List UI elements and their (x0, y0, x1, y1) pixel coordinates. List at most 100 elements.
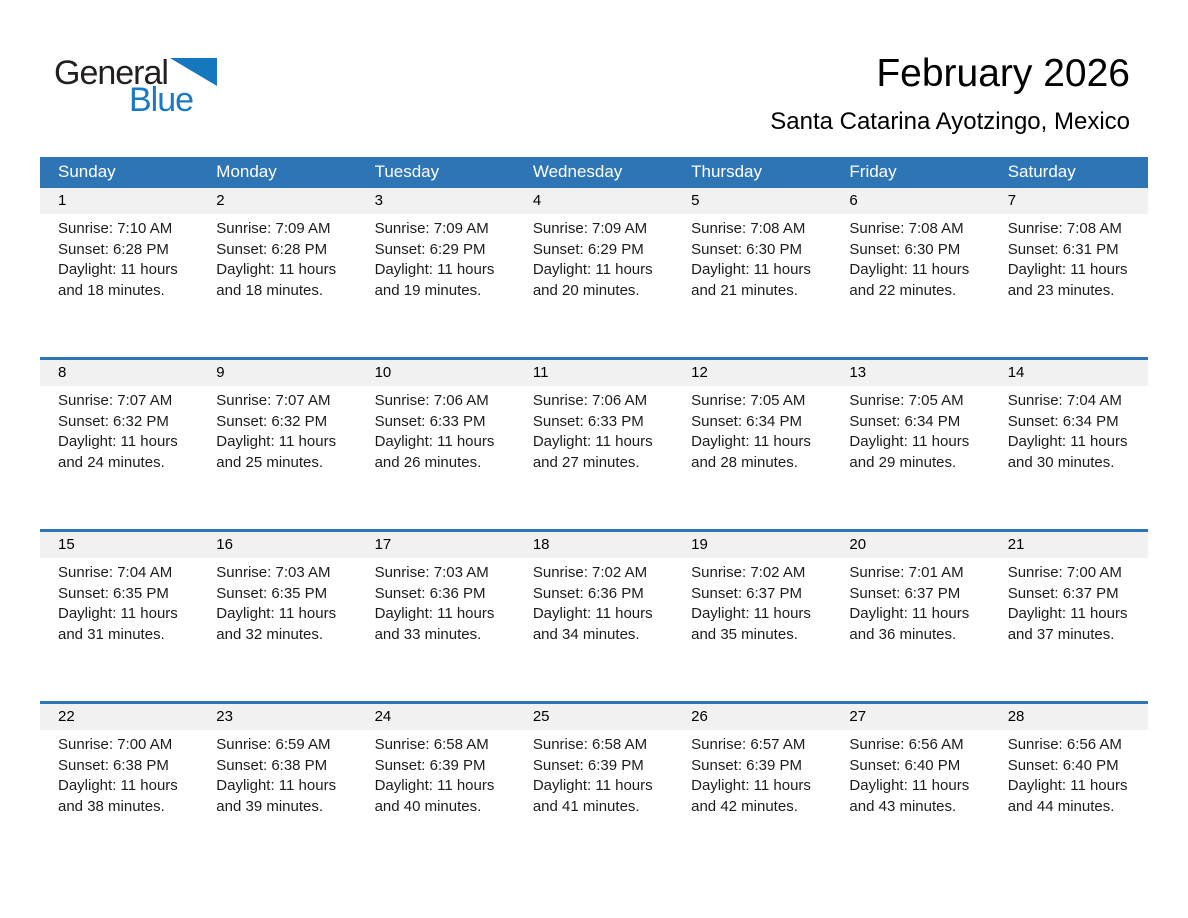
day-cell: 16 Sunrise: 7:03 AM Sunset: 6:35 PM Dayligh… (198, 529, 357, 703)
daylight-text-line2: and 25 minutes. (216, 453, 324, 471)
daylight-text-line1: Daylight: 11 hours (849, 777, 970, 794)
day-number: 11 (514, 360, 674, 386)
daylight-text-line2: and 21 minutes. (691, 281, 798, 299)
day-cell: 6 Sunrise: 7:08 AM Sunset: 6:30 PM Daylight… (831, 188, 990, 359)
daylight-text-line1: Daylight: 11 hours (532, 605, 653, 622)
day-cell: 15 Sunrise: 7:04 AM Sunset: 6:35 PM Dayligh… (40, 529, 199, 703)
sunset-text: Sunset: 6:28 PM (216, 240, 328, 258)
day-cell: 21 Sunrise: 7:00 AM Sunset: 6:37 PM Dayligh… (989, 529, 1148, 703)
sunrise-text: Sunrise: 7:04 AM (1007, 392, 1122, 409)
day-cell: 4 Sunrise: 7:09 AM Sunset: 6:29 PM Daylight… (514, 188, 674, 359)
daylight-text-line2: and 28 minutes. (691, 453, 798, 471)
sunrise-text: Sunrise: 7:09 AM (216, 220, 331, 237)
sunrise-text: Sunrise: 7:08 AM (849, 220, 964, 237)
day-number: 9 (198, 360, 357, 386)
logo-top-row: General (54, 56, 217, 90)
daylight-text-line2: and 42 minutes. (691, 797, 798, 815)
sunset-text: Sunset: 6:39 PM (374, 756, 486, 774)
sunrise-text: Sunrise: 6:56 AM (849, 736, 964, 753)
sunrise-text: Sunrise: 7:08 AM (1007, 220, 1122, 237)
day-number: 8 (40, 360, 199, 386)
week-row: 8 Sunrise: 7:07 AM Sunset: 6:32 PM Daylight… (40, 357, 1148, 531)
day-number: 28 (989, 704, 1148, 730)
sunset-text: Sunset: 6:40 PM (1007, 756, 1119, 774)
sunset-text: Sunset: 6:35 PM (58, 584, 169, 602)
day-details: Sunrise: 7:02 AM Sunset: 6:36 PM Daylight:… (515, 558, 673, 701)
daylight-text-line2: and 20 minutes. (532, 281, 640, 299)
sunrise-text: Sunrise: 6:56 AM (1007, 736, 1122, 753)
sunrise-text: Sunrise: 7:02 AM (532, 564, 648, 581)
day-details: Sunrise: 7:09 AM Sunset: 6:29 PM Daylight:… (515, 214, 673, 357)
daylight-text-line1: Daylight: 11 hours (532, 777, 653, 794)
day-cell: 2 Sunrise: 7:09 AM Sunset: 6:28 PM Daylight… (198, 188, 357, 359)
day-details: Sunrise: 7:03 AM Sunset: 6:35 PM Daylight:… (198, 558, 356, 701)
sunset-text: Sunset: 6:32 PM (58, 412, 169, 430)
day-number: 6 (831, 188, 990, 214)
day-details: Sunrise: 6:59 AM Sunset: 6:38 PM Daylight:… (198, 730, 356, 873)
sunrise-text: Sunrise: 7:00 AM (58, 736, 173, 753)
daylight-text-line1: Daylight: 11 hours (849, 433, 970, 450)
daylight-text-line1: Daylight: 11 hours (216, 777, 337, 794)
month-title: February 2026 (876, 52, 1130, 95)
daylight-text-line2: and 44 minutes. (1007, 797, 1115, 815)
day-number: 25 (514, 704, 674, 730)
daylight-text-line1: Daylight: 11 hours (58, 433, 178, 450)
weekday-wednesday: Wednesday (514, 157, 674, 188)
day-number: 13 (831, 360, 990, 386)
daylight-text-line1: Daylight: 11 hours (58, 777, 178, 794)
daylight-text-line2: and 37 minutes. (1007, 625, 1115, 643)
day-cell: 3 Sunrise: 7:09 AM Sunset: 6:29 PM Daylight… (356, 188, 515, 359)
day-cell: 8 Sunrise: 7:07 AM Sunset: 6:32 PM Daylight… (40, 357, 199, 531)
day-details: Sunrise: 7:08 AM Sunset: 6:30 PM Daylight:… (831, 214, 989, 357)
day-details: Sunrise: 7:03 AM Sunset: 6:36 PM Daylight:… (357, 558, 515, 701)
title-block: February 2026 Santa Catarina Ayotzingo, … (770, 52, 1130, 136)
sunrise-text: Sunrise: 7:07 AM (58, 392, 173, 409)
daylight-text-line2: and 26 minutes. (374, 453, 482, 471)
day-details: Sunrise: 7:05 AM Sunset: 6:34 PM Daylight:… (831, 386, 989, 529)
daylight-text-line1: Daylight: 11 hours (58, 605, 178, 622)
day-details: Sunrise: 6:56 AM Sunset: 6:40 PM Daylight:… (831, 730, 989, 873)
daylight-text-line2: and 43 minutes. (849, 797, 957, 815)
day-details: Sunrise: 7:04 AM Sunset: 6:35 PM Daylight:… (40, 558, 198, 701)
day-details: Sunrise: 6:57 AM Sunset: 6:39 PM Daylight:… (673, 730, 831, 873)
sunset-text: Sunset: 6:39 PM (532, 756, 644, 774)
daylight-text-line1: Daylight: 11 hours (849, 261, 970, 278)
daylight-text-line2: and 18 minutes. (58, 281, 165, 299)
weekday-thursday: Thursday (673, 157, 832, 188)
weekday-monday: Monday (198, 157, 357, 188)
day-cell: 20 Sunrise: 7:01 AM Sunset: 6:37 PM Dayligh… (831, 529, 990, 703)
day-details: Sunrise: 7:07 AM Sunset: 6:32 PM Daylight:… (198, 386, 356, 529)
week-row: 15 Sunrise: 7:04 AM Sunset: 6:35 PM Dayligh… (40, 529, 1148, 703)
day-details: Sunrise: 7:06 AM Sunset: 6:33 PM Daylight:… (515, 386, 673, 529)
day-number: 3 (356, 188, 515, 214)
sunrise-text: Sunrise: 7:09 AM (532, 220, 648, 237)
week-row: 22 Sunrise: 7:00 AM Sunset: 6:38 PM Dayligh… (40, 701, 1148, 873)
daylight-text-line1: Daylight: 11 hours (216, 261, 337, 278)
day-cell: 19 Sunrise: 7:02 AM Sunset: 6:37 PM Dayligh… (673, 529, 832, 703)
sunset-text: Sunset: 6:33 PM (532, 412, 644, 430)
day-number: 2 (198, 188, 357, 214)
daylight-text-line1: Daylight: 11 hours (216, 433, 337, 450)
day-cell: 28 Sunrise: 6:56 AM Sunset: 6:40 PM Dayligh… (989, 701, 1148, 873)
day-number: 16 (198, 532, 357, 558)
day-cell: 12 Sunrise: 7:05 AM Sunset: 6:34 PM Dayligh… (673, 357, 832, 531)
sunrise-text: Sunrise: 7:06 AM (374, 392, 489, 409)
daylight-text-line1: Daylight: 11 hours (691, 777, 811, 794)
sunrise-text: Sunrise: 7:10 AM (58, 220, 173, 237)
day-number: 23 (198, 704, 357, 730)
day-cell: 7 Sunrise: 7:08 AM Sunset: 6:31 PM Daylight… (989, 188, 1148, 359)
day-number: 5 (673, 188, 832, 214)
sunset-text: Sunset: 6:32 PM (216, 412, 328, 430)
daylight-text-line1: Daylight: 11 hours (58, 261, 178, 278)
daylight-text-line1: Daylight: 11 hours (374, 433, 495, 450)
daylight-text-line2: and 30 minutes. (1007, 453, 1115, 471)
sunrise-text: Sunrise: 7:08 AM (691, 220, 806, 237)
day-details: Sunrise: 7:09 AM Sunset: 6:29 PM Daylight:… (357, 214, 515, 357)
day-details: Sunrise: 7:00 AM Sunset: 6:38 PM Daylight:… (40, 730, 198, 873)
sunrise-text: Sunrise: 7:04 AM (58, 564, 173, 581)
sunrise-text: Sunrise: 6:59 AM (216, 736, 331, 753)
page-header: General Blue February 2026 Santa Catarin… (40, 0, 1148, 157)
day-number: 26 (673, 704, 832, 730)
day-cell: 14 Sunrise: 7:04 AM Sunset: 6:34 PM Dayligh… (989, 357, 1148, 531)
sunrise-text: Sunrise: 6:58 AM (532, 736, 648, 753)
